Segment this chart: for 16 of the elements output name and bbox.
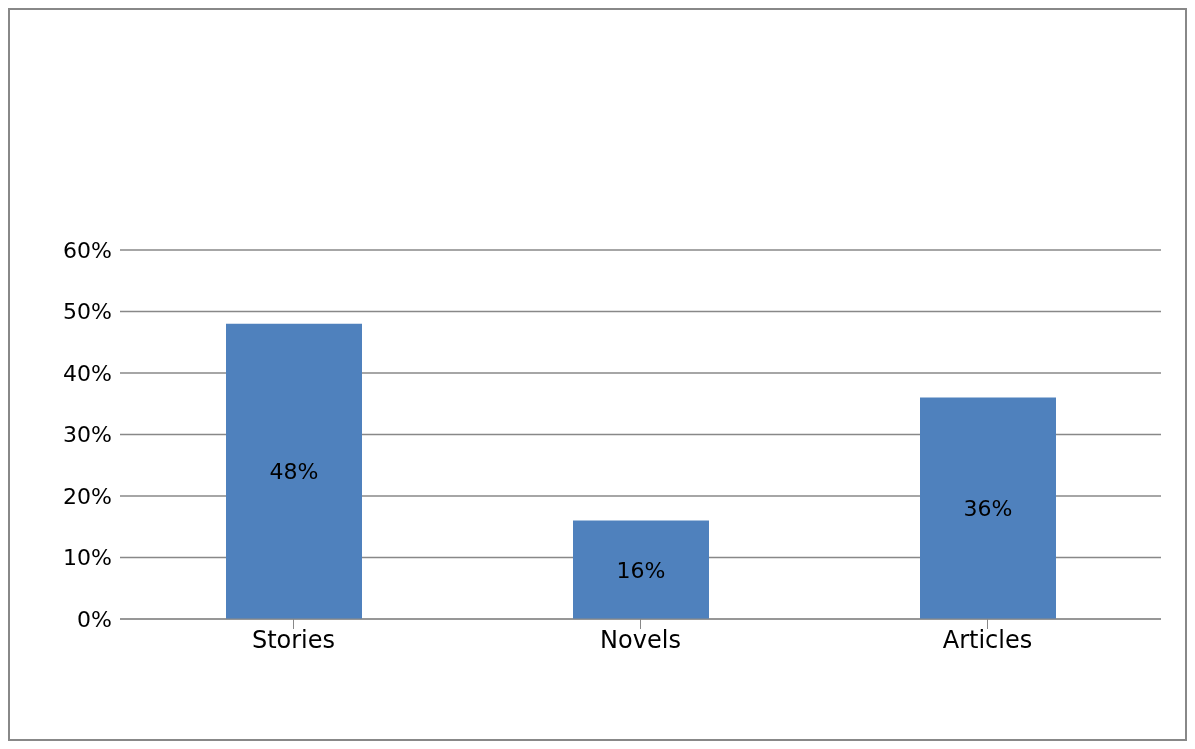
x-tick-label: Novels — [600, 626, 681, 655]
y-tick-label: 40% — [63, 360, 112, 386]
x-tick-label: Articles — [942, 626, 1033, 655]
data-label: 48% — [269, 459, 319, 485]
bar — [573, 520, 709, 619]
data-label: 36% — [963, 496, 1013, 522]
y-tick-label: 20% — [63, 483, 112, 509]
y-tick-label: 60% — [63, 237, 112, 263]
x-tick-label: Stories — [251, 626, 336, 655]
y-tick-label: 0% — [77, 606, 112, 632]
bar — [920, 397, 1056, 619]
y-tick-label: 30% — [63, 422, 112, 448]
data-label: 16% — [616, 557, 666, 583]
y-tick-label: 50% — [63, 299, 112, 325]
y-tick-label: 10% — [63, 545, 112, 571]
bar — [226, 323, 362, 619]
